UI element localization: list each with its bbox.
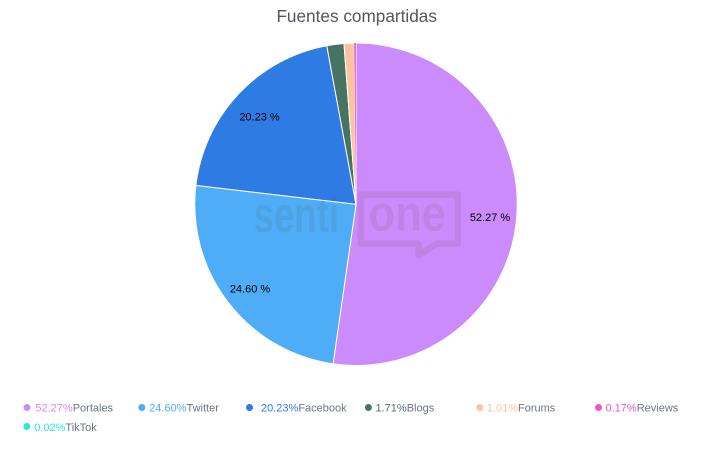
svg-text:0.17%Reviews: 0.17%Reviews [606,403,679,415]
svg-text:senti: senti [254,187,340,243]
svg-text:1.01%Forums: 1.01%Forums [487,403,556,415]
svg-text:1.71%Blogs: 1.71%Blogs [376,403,435,415]
svg-text:Fuentes compartidas: Fuentes compartidas [276,6,437,26]
svg-text:20.23 %: 20.23 % [239,112,280,124]
svg-text:one: one [369,185,446,241]
svg-text:24.60 %: 24.60 % [230,284,271,296]
svg-text:52.27 %: 52.27 % [470,212,511,224]
svg-text:24.60%Twitter: 24.60%Twitter [149,403,219,415]
svg-text:20.23%Facebook: 20.23%Facebook [261,403,347,415]
svg-text:52.27%Portales: 52.27%Portales [35,403,113,415]
svg-text:0.02%TikTok: 0.02%TikTok [34,422,97,434]
